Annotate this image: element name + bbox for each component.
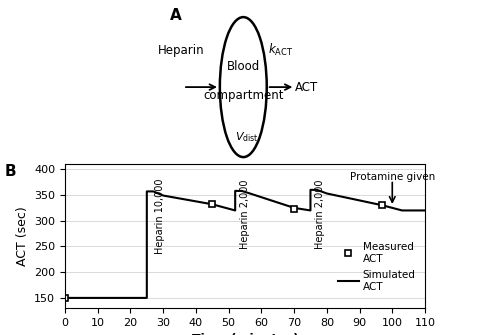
Text: Heparin 2,000: Heparin 2,000: [316, 180, 326, 249]
Text: Heparin: Heparin: [158, 44, 204, 57]
X-axis label: Time (minutes): Time (minutes): [192, 333, 298, 335]
Text: ACT: ACT: [296, 81, 318, 93]
Text: B: B: [5, 164, 16, 179]
Y-axis label: ACT (sec): ACT (sec): [16, 206, 28, 266]
Text: Blood: Blood: [226, 61, 260, 73]
Text: Heparin 2,000: Heparin 2,000: [240, 180, 250, 249]
Text: compartment: compartment: [203, 89, 283, 102]
Text: A: A: [170, 8, 181, 23]
Text: $k_{\mathrm{ACT}}$: $k_{\mathrm{ACT}}$: [268, 42, 293, 58]
Text: Protamine given: Protamine given: [350, 172, 435, 182]
Legend: Measured
ACT, Simulated
ACT: Measured ACT, Simulated ACT: [334, 238, 420, 296]
Text: Heparin 10,000: Heparin 10,000: [155, 179, 165, 254]
Text: $V_{\mathrm{dist}}$: $V_{\mathrm{dist}}$: [235, 130, 258, 144]
Text: $C_{\mathrm{L}}$: $C_{\mathrm{L}}$: [254, 180, 268, 195]
